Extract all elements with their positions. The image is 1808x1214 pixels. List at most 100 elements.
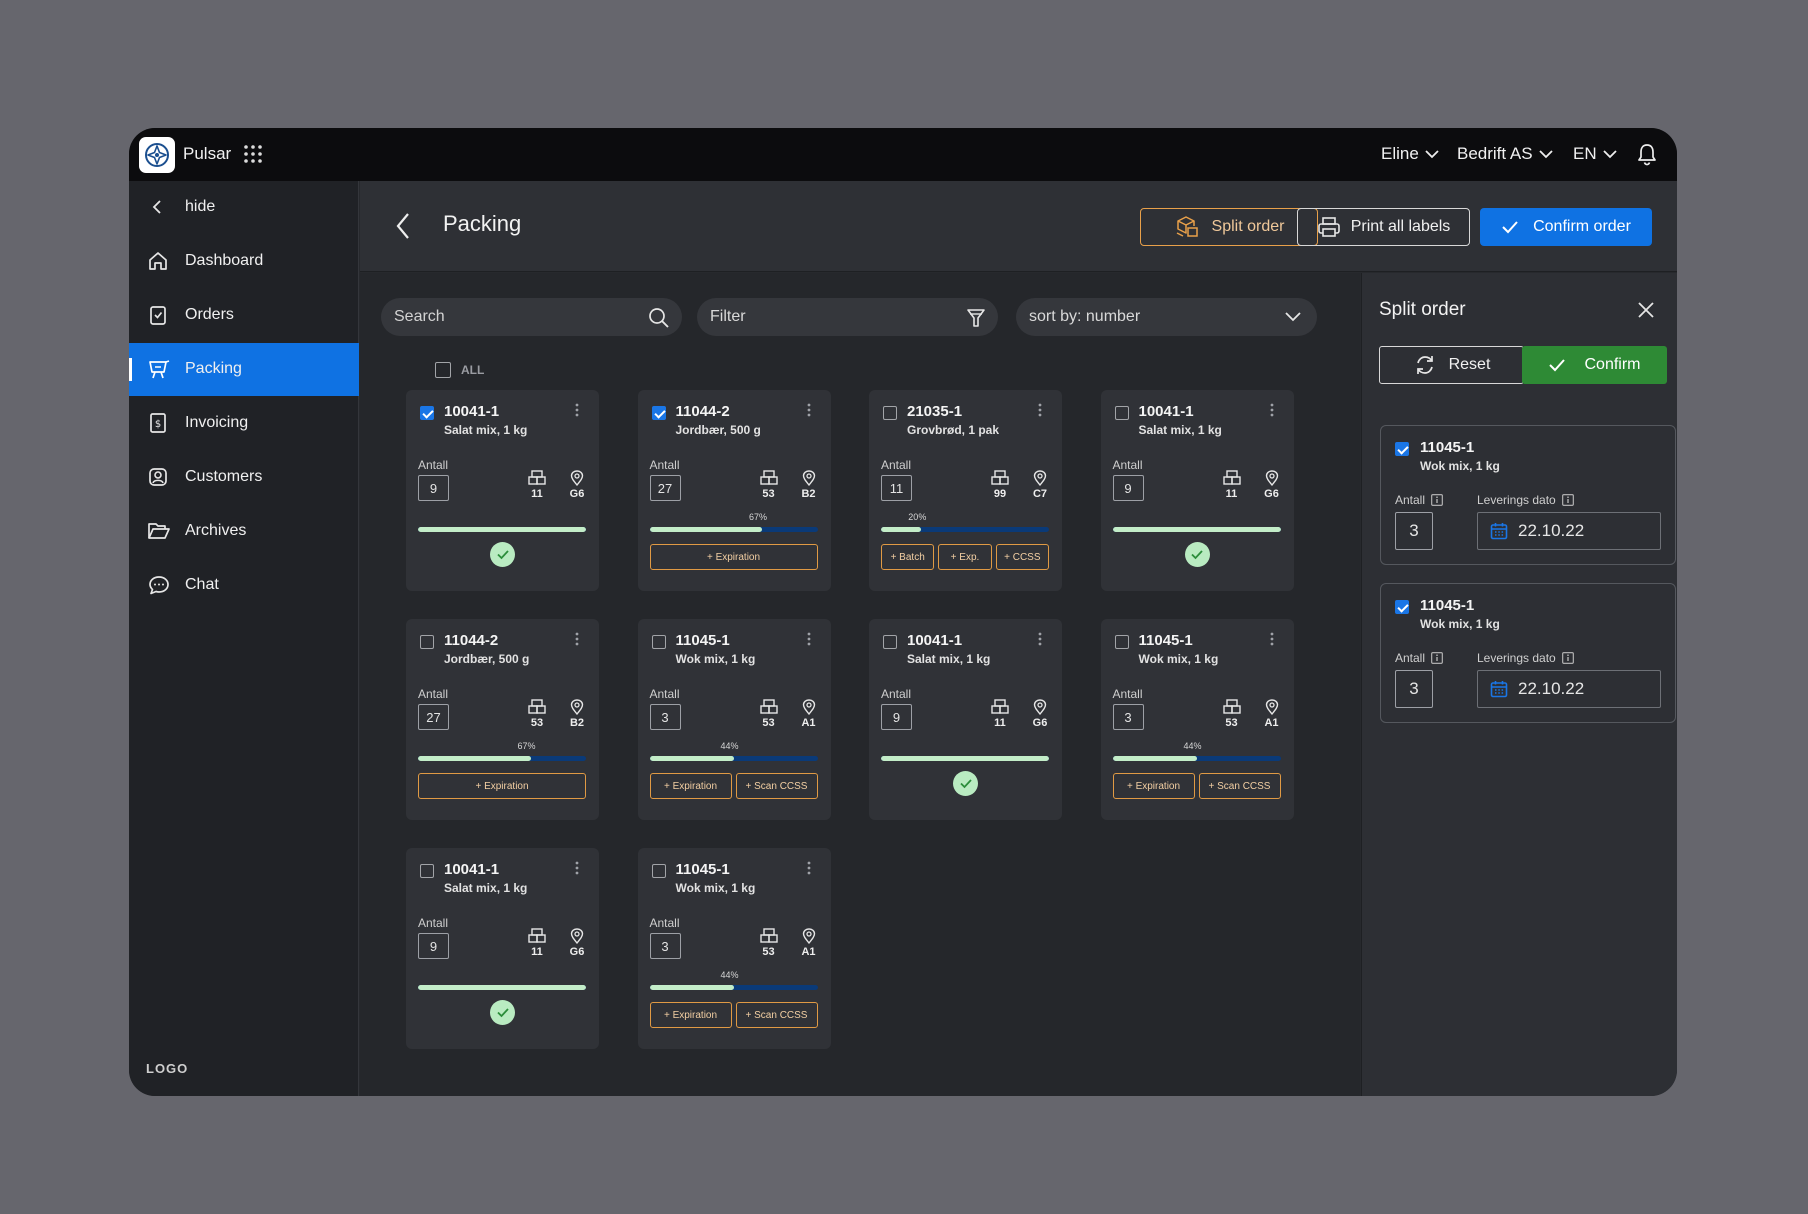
more-vertical-icon[interactable] — [1270, 632, 1274, 646]
sidebar-item-dashboard[interactable]: Dashboard — [129, 235, 359, 288]
split-item-checkbox[interactable] — [1395, 600, 1409, 614]
antall-input[interactable]: 9 — [881, 704, 912, 730]
card-action-button[interactable]: + Expiration — [649, 773, 732, 799]
card-action-button[interactable]: + Expiration — [649, 544, 818, 570]
delivery-date-input[interactable]: 22.10.22 — [1477, 512, 1661, 550]
card-checkbox[interactable] — [420, 406, 434, 420]
company-menu[interactable]: Bedrift AS — [1457, 144, 1553, 164]
antall-input[interactable]: 27 — [649, 475, 681, 501]
card-menu-button[interactable] — [1038, 403, 1042, 417]
print-all-labels-button[interactable]: Print all labels — [1297, 208, 1470, 246]
card-checkbox[interactable] — [651, 864, 666, 878]
antall-input[interactable]: 3 — [1395, 670, 1433, 708]
card-action-button[interactable]: + Expiration — [649, 1002, 732, 1028]
antall-input[interactable]: 27 — [418, 704, 449, 730]
confirm-order-button[interactable]: Confirm order — [1480, 208, 1652, 246]
sidebar-item-chat[interactable]: Chat — [129, 559, 359, 612]
order-card[interactable]: 11044-2 Jordbær, 500 g Antall 27 53 B2 67% + Ex… — [637, 390, 831, 591]
card-checkbox[interactable] — [883, 635, 897, 649]
bell-icon[interactable] — [1637, 143, 1657, 166]
location-value: G6 — [1032, 717, 1048, 729]
card-action-button[interactable]: + Expiration — [418, 773, 586, 799]
more-vertical-icon[interactable] — [575, 632, 579, 646]
more-vertical-icon[interactable] — [1038, 632, 1042, 646]
card-checkbox[interactable] — [1114, 635, 1129, 649]
card-checkbox[interactable] — [651, 406, 666, 420]
language-menu[interactable]: EN — [1573, 144, 1617, 164]
antall-input[interactable]: 3 — [649, 704, 681, 730]
card-checkbox[interactable] — [1114, 406, 1129, 420]
filter-input[interactable]: Filter — [697, 298, 998, 336]
card-menu-button[interactable] — [1038, 632, 1042, 646]
card-action-button[interactable]: + CCSS — [995, 544, 1049, 570]
more-vertical-icon[interactable] — [575, 403, 579, 417]
card-menu-button[interactable] — [807, 632, 811, 646]
antall-input[interactable]: 3 — [649, 933, 681, 959]
sidebar-item-invoicing[interactable]: $ Invoicing — [129, 397, 359, 450]
card-checkbox[interactable] — [420, 635, 434, 649]
card-checkbox[interactable] — [883, 406, 897, 420]
search-input[interactable]: Search — [381, 298, 682, 336]
card-menu-button[interactable] — [1270, 403, 1274, 417]
split-order-button[interactable]: Split order — [1140, 208, 1318, 246]
antall-input[interactable]: 3 — [1112, 704, 1144, 730]
order-card[interactable]: 11045-1 Wok mix, 1 kg Antall 3 53 A1 44% + Expi… — [637, 848, 831, 1049]
card-action-button[interactable]: + Exp. — [938, 544, 992, 570]
sidebar-hide-toggle[interactable]: hide — [129, 181, 359, 234]
order-card[interactable]: 10041-1 Salat mix, 1 kg Antall 9 11 G6 — [1100, 390, 1294, 591]
more-vertical-icon[interactable] — [807, 861, 811, 875]
app-logo[interactable] — [139, 137, 175, 173]
card-menu-button[interactable] — [575, 861, 579, 875]
order-card[interactable]: 10041-1 Salat mix, 1 kg Antall 9 11 G6 — [406, 848, 599, 1049]
card-menu-button[interactable] — [807, 403, 811, 417]
card-menu-button[interactable] — [575, 632, 579, 646]
order-card[interactable]: 11044-2 Jordbær, 500 g Antall 27 53 B2 67% + Ex… — [406, 619, 599, 820]
antall-input[interactable]: 9 — [418, 475, 449, 501]
card-checkbox[interactable] — [420, 864, 434, 878]
card-action-button[interactable]: + Batch — [881, 544, 935, 570]
card-menu-button[interactable] — [807, 861, 811, 875]
info-icon[interactable] — [1561, 494, 1574, 506]
more-vertical-icon[interactable] — [575, 861, 579, 875]
card-menu-button[interactable] — [575, 403, 579, 417]
card-menu-button[interactable] — [1270, 632, 1274, 646]
antall-input[interactable]: 3 — [1395, 512, 1433, 550]
info-icon[interactable] — [1431, 652, 1443, 664]
antall-input[interactable]: 9 — [1112, 475, 1144, 501]
back-arrow-icon[interactable] — [394, 211, 412, 241]
more-vertical-icon[interactable] — [1270, 403, 1274, 417]
antall-input[interactable]: 11 — [881, 475, 912, 501]
confirm-split-button[interactable]: Confirm — [1522, 346, 1667, 384]
card-action-button[interactable]: + Scan CCSS — [1198, 773, 1281, 799]
info-icon[interactable] — [1431, 494, 1443, 506]
card-checkbox[interactable] — [651, 635, 666, 649]
order-number: 21035-1 — [907, 403, 963, 420]
info-icon[interactable] — [1561, 652, 1574, 664]
sort-dropdown[interactable]: sort by: number — [1016, 298, 1317, 336]
card-action-button[interactable]: + Scan CCSS — [735, 1002, 818, 1028]
more-vertical-icon[interactable] — [807, 403, 811, 417]
order-card[interactable]: 21035-1 Grovbrød, 1 pak Antall 11 99 C7 20% + B… — [869, 390, 1062, 591]
sidebar-item-packing[interactable]: Packing — [129, 343, 359, 396]
more-vertical-icon[interactable] — [1038, 403, 1042, 417]
order-card[interactable]: 11045-1 Wok mix, 1 kg Antall 3 53 A1 44% + Expi… — [637, 619, 831, 820]
card-action-button[interactable]: + Scan CCSS — [735, 773, 818, 799]
user-menu[interactable]: Eline — [1381, 144, 1439, 164]
reset-button[interactable]: Reset — [1379, 346, 1524, 384]
card-action-button[interactable]: + Expiration — [1112, 773, 1195, 799]
order-card[interactable]: 10041-1 Salat mix, 1 kg Antall 9 11 G6 — [406, 390, 599, 591]
sidebar-item-orders[interactable]: Orders — [129, 289, 359, 342]
select-all-checkbox[interactable] — [435, 362, 451, 378]
close-icon[interactable] — [1637, 301, 1655, 319]
more-vertical-icon[interactable] — [807, 632, 811, 646]
select-all[interactable]: ALL — [435, 362, 484, 378]
antall-input[interactable]: 9 — [418, 933, 449, 959]
order-card[interactable]: 11045-1 Wok mix, 1 kg Antall 3 53 A1 44% + Expi… — [1100, 619, 1294, 820]
delivery-date-input[interactable]: 22.10.22 — [1477, 670, 1661, 708]
sidebar-item-archives[interactable]: Archives — [129, 505, 359, 558]
sidebar-item-customers[interactable]: Customers — [129, 451, 359, 504]
apps-grid-icon[interactable] — [243, 144, 263, 164]
order-card[interactable]: 10041-1 Salat mix, 1 kg Antall 9 11 G6 — [869, 619, 1062, 820]
user-icon — [149, 468, 167, 486]
split-item-checkbox[interactable] — [1395, 442, 1409, 456]
